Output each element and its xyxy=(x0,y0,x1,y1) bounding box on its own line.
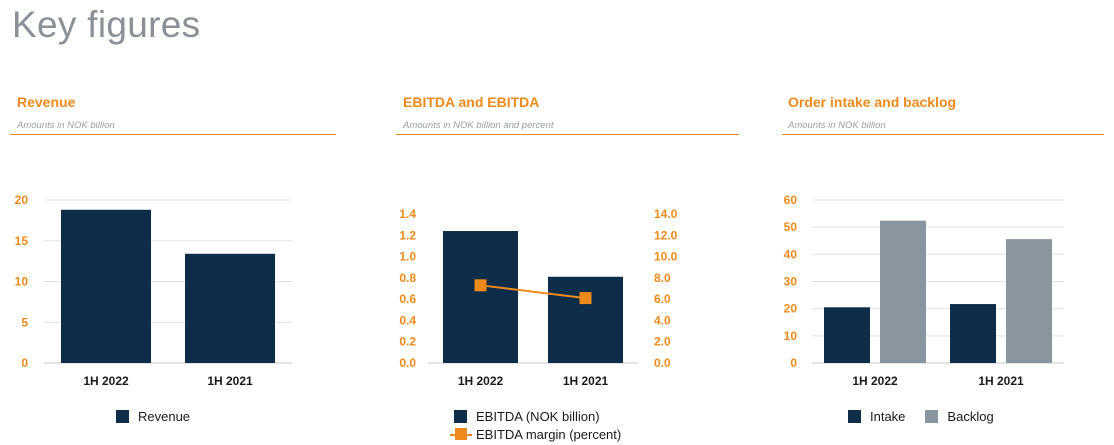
y-tick-label-6: 1.2 xyxy=(399,228,416,242)
legend-swatch-backlog xyxy=(925,409,939,423)
order-intake-panel-subtitle: Amounts in NOK billion xyxy=(788,120,886,131)
y-tick-label-4: 40 xyxy=(784,247,798,261)
revenue-panel: Revenue Amounts in NOK billion 0 5 10 15 20 1… xyxy=(0,92,340,442)
bar-ebitda-nok-billion-1h-2021 xyxy=(548,276,623,363)
bar-intake-1h-2022 xyxy=(824,307,870,363)
ebitda-panel-subtitle: Amounts in NOK billion and percent xyxy=(403,120,554,131)
bar-backlog-1h-2021 xyxy=(1006,239,1052,363)
bar-revenue-1h-2021 xyxy=(185,253,275,363)
revenue-panel-subtitle: Amounts in NOK billion xyxy=(17,120,115,131)
legend-label-intake: Intake xyxy=(870,408,906,424)
ebitda-panel-rule xyxy=(396,134,739,135)
legend-label-backlog: Backlog xyxy=(947,408,994,424)
legend-label-revenue: Revenue xyxy=(138,408,191,424)
bar-backlog-1h-2022 xyxy=(880,220,926,363)
legend-item-revenue: Revenue xyxy=(116,407,190,425)
ebitda-chart-legend: EBITDA (NOK billion) EBITDA margin (perce… xyxy=(450,407,622,443)
y-tick-label-0: 0 xyxy=(790,356,797,370)
x-tick-label-1h-2021: 1H 2021 xyxy=(978,374,1024,388)
y-tick-label-7: 1.4 xyxy=(399,207,416,221)
y2-tick-label-4: 8.0 xyxy=(654,271,671,285)
revenue-panel-rule xyxy=(10,134,336,135)
y2-tick-label-2: 4.0 xyxy=(654,313,671,327)
legend-swatch-ebitda-margin-percent xyxy=(450,427,472,441)
legend-label-ebitda-nok-billion: EBITDA (NOK billion) xyxy=(476,408,600,424)
order-intake-chart: 0 10 20 30 40 50 60 1H 2022 1H 2021 xyxy=(784,193,1064,388)
order-intake-panel-rule xyxy=(782,134,1104,135)
order-intake-chart-legend: Intake Backlog xyxy=(848,407,994,425)
y-tick-label-4: 20 xyxy=(15,193,29,207)
y-tick-label-5: 1.0 xyxy=(399,250,416,264)
y-tick-label-2: 20 xyxy=(784,302,798,316)
line-ebitda-margin-percent xyxy=(480,284,586,300)
x-tick-label-1h-2022: 1H 2022 xyxy=(458,374,504,388)
y2-tick-label-0: 0.0 xyxy=(654,356,671,370)
y-tick-label-6: 60 xyxy=(784,193,798,207)
revenue-chart-legend: Revenue xyxy=(116,407,190,425)
legend-item-intake: Intake xyxy=(848,407,905,425)
legend-item-backlog: Backlog xyxy=(925,407,994,425)
x-tick-label-1h-2021: 1H 2021 xyxy=(207,374,253,388)
y-tick-label-4: 0.8 xyxy=(399,271,416,285)
y-tick-label-2: 0.4 xyxy=(399,313,416,327)
y-tick-label-1: 5 xyxy=(21,315,28,329)
legend-swatch-revenue xyxy=(116,409,129,423)
ebitda-panel: EBITDA and EBITDA Amounts in NOK billion… xyxy=(386,92,739,443)
y-tick-label-3: 30 xyxy=(784,275,798,289)
y2-tick-label-3: 6.0 xyxy=(654,292,671,306)
marker-ebitda-margin-percent-1h-2021 xyxy=(579,292,592,305)
y-tick-label-0: 0 xyxy=(21,356,28,370)
y-tick-label-0: 0.0 xyxy=(399,356,416,370)
page-title: Key figures xyxy=(12,4,201,45)
x-tick-label-1h-2022: 1H 2022 xyxy=(852,374,898,388)
legend-swatch-intake xyxy=(848,409,861,423)
y-tick-label-3: 15 xyxy=(15,234,29,248)
y2-tick-label-5: 10.0 xyxy=(654,250,678,264)
bar-ebitda-nok-billion-1h-2022 xyxy=(443,231,518,363)
y-tick-label-3: 0.6 xyxy=(399,292,416,306)
order-intake-panel: Order intake and backlog Amounts in NOK … xyxy=(772,92,1112,442)
x-tick-label-1h-2021: 1H 2021 xyxy=(563,374,609,388)
revenue-chart: 0 5 10 15 20 1H 2022 1H 2021 xyxy=(15,193,292,388)
order-intake-panel-title: Order intake and backlog xyxy=(788,94,957,110)
marker-ebitda-margin-percent-1h-2022 xyxy=(474,279,487,292)
bar-revenue-1h-2022 xyxy=(61,209,151,363)
ebitda-panel-title: EBITDA and EBITDA xyxy=(403,94,540,110)
y-tick-label-5: 50 xyxy=(784,220,798,234)
legend-item-ebitda-nok-billion: EBITDA (NOK billion) xyxy=(454,407,621,425)
x-tick-label-1h-2022: 1H 2022 xyxy=(83,374,129,388)
legend-item-ebitda-margin-percent: EBITDA margin (percent) xyxy=(450,425,622,443)
ebitda-chart: 0.0 0.2 0.4 0.6 0.8 1.0 1.2 1.4 0.0 2.0 4.0 6.0 8.0 1… xyxy=(399,207,678,388)
y-tick-label-1: 10 xyxy=(784,329,798,343)
bar-intake-1h-2021 xyxy=(950,304,996,363)
y2-tick-label-7: 14.0 xyxy=(654,207,678,221)
legend-label-ebitda-margin-percent: EBITDA margin (percent) xyxy=(476,426,622,442)
revenue-panel-title: Revenue xyxy=(17,94,76,110)
y-tick-label-1: 0.2 xyxy=(399,335,416,349)
y2-tick-label-6: 12.0 xyxy=(654,228,678,242)
y-tick-label-2: 10 xyxy=(15,275,29,289)
y2-tick-label-1: 2.0 xyxy=(654,335,671,349)
legend-swatch-ebitda-nok-billion xyxy=(454,409,467,423)
